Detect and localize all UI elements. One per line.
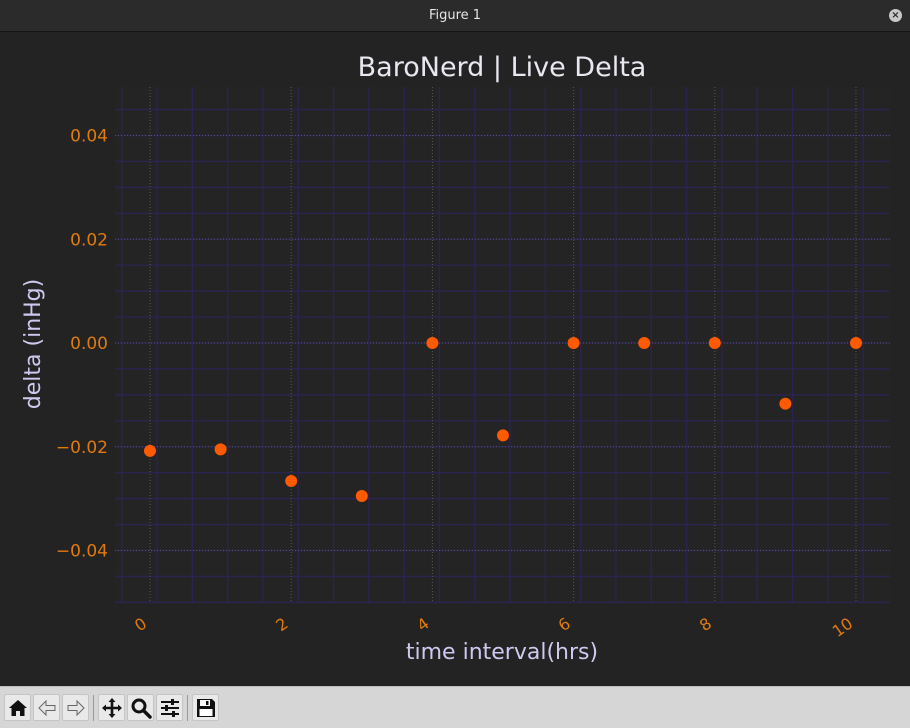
y-tick-labels: −0.04 −0.02 0.00 0.02 0.04 — [56, 127, 108, 562]
data-point — [497, 429, 509, 442]
toolbar-separator — [187, 694, 188, 721]
data-point — [144, 444, 156, 457]
data-point — [355, 490, 368, 503]
window-title: Figure 1 — [428, 8, 482, 23]
x-tick-label: 0 — [131, 614, 150, 635]
pan-button[interactable] — [98, 694, 125, 721]
data-point — [638, 337, 651, 349]
arrow-left-icon — [37, 699, 55, 716]
axes-background — [115, 87, 890, 603]
back-button[interactable] — [33, 694, 60, 721]
y-tick-label: −0.02 — [56, 438, 108, 458]
x-tick-label: 2 — [272, 614, 291, 635]
home-button[interactable] — [4, 694, 31, 721]
forward-button[interactable] — [62, 694, 89, 721]
move-icon — [101, 697, 122, 718]
home-icon — [8, 699, 27, 716]
x-tick-label: 6 — [555, 614, 574, 635]
y-tick-label: 0.04 — [70, 127, 108, 147]
y-axis-label: delta (inHg) — [21, 279, 46, 409]
navigation-toolbar — [0, 686, 910, 728]
arrow-right-icon — [67, 699, 85, 716]
data-point — [567, 337, 580, 349]
data-points — [144, 337, 862, 503]
chart-title: BaroNerd | Live Delta — [358, 52, 647, 83]
x-tick-label: 4 — [413, 614, 432, 635]
floppy-disk-icon — [196, 698, 215, 717]
x-axis-label: time interval(hrs) — [406, 640, 598, 665]
data-point — [214, 443, 227, 456]
y-tick-label: 0.02 — [70, 230, 108, 250]
figure-canvas: −0.04 −0.02 0.00 0.02 0.04 0 2 4 6 8 10 BaroNerd … — [0, 32, 910, 686]
data-point — [708, 337, 721, 349]
toolbar-separator — [93, 694, 94, 721]
save-button[interactable] — [192, 694, 219, 721]
magnifier-icon — [131, 698, 152, 719]
configure-subplots-button[interactable] — [156, 694, 183, 721]
sliders-icon — [160, 698, 179, 717]
y-tick-label: −0.04 — [56, 542, 108, 562]
zoom-button[interactable] — [127, 694, 154, 721]
y-tick-label: 0.00 — [70, 334, 108, 354]
data-point — [779, 397, 792, 410]
data-point — [285, 474, 298, 487]
x-tick-label: 8 — [696, 614, 715, 635]
close-icon[interactable]: × — [889, 9, 902, 22]
x-tick-label: 10 — [829, 614, 857, 641]
x-tick-labels: 0 2 4 6 8 10 — [131, 614, 856, 641]
data-point — [850, 337, 862, 349]
scatter-chart: −0.04 −0.02 0.00 0.02 0.04 0 2 4 6 8 10 BaroNerd … — [21, 52, 890, 665]
data-point — [426, 337, 439, 349]
window-titlebar: Figure 1 × — [0, 0, 910, 32]
